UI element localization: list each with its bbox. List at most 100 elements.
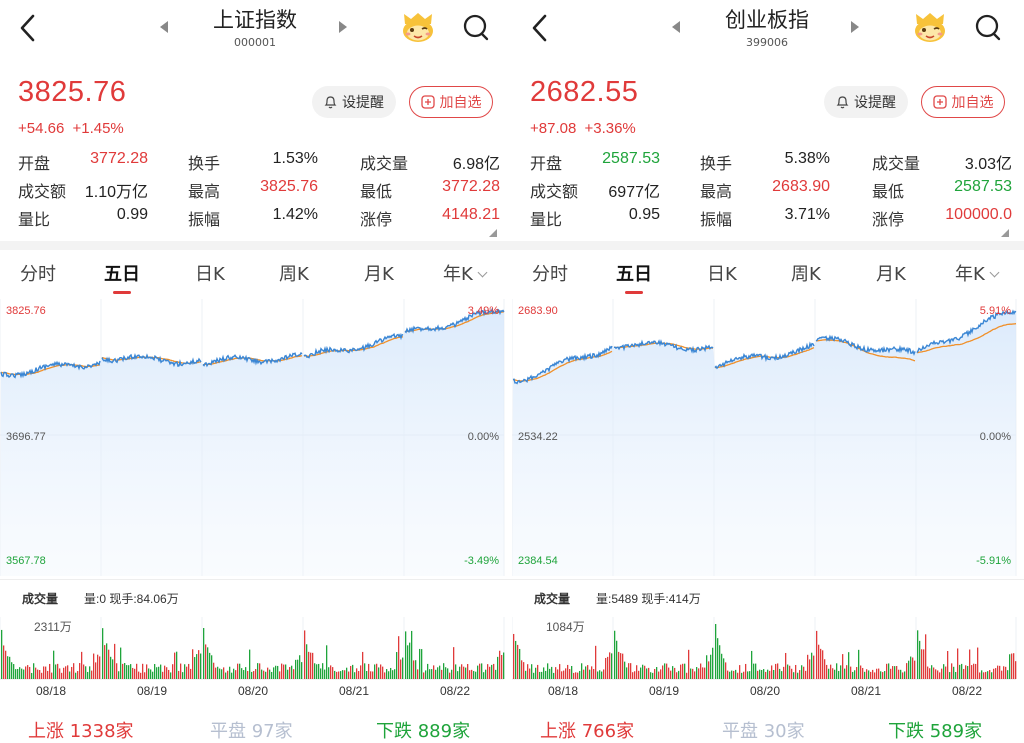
volume-bar (485, 669, 487, 679)
back-arrow-icon[interactable] (526, 10, 556, 46)
add-watchlist-button[interactable]: 加自选 (921, 86, 1005, 118)
mascot-icon[interactable] (400, 10, 436, 44)
x-axis-date-label: 08/19 (137, 684, 167, 698)
volume-bar (517, 644, 519, 679)
add-watchlist-button[interactable]: 加自选 (409, 86, 493, 118)
set-alert-button[interactable]: 设提醒 (824, 86, 908, 118)
volume-bar (706, 655, 708, 679)
volume-bar (906, 663, 908, 679)
volume-bar (975, 663, 977, 679)
tab-0[interactable]: 分时 (20, 260, 56, 286)
active-tab-indicator (625, 291, 643, 294)
volume-bar (983, 672, 985, 679)
volume-bar (31, 672, 33, 679)
volume-chart[interactable]: 1084万 08/18 08/19 08/20 08/21 08/22 (512, 613, 1024, 703)
volume-bar (662, 665, 664, 679)
stat-value: 1.10万亿 (84, 184, 148, 201)
decliners[interactable]: 下跌 589家 (888, 717, 982, 743)
volume-bar (320, 668, 322, 679)
volume-bar (289, 667, 291, 679)
volume-bar (611, 653, 613, 679)
tab-1[interactable]: 五日 (104, 260, 140, 294)
volume-bar (443, 663, 445, 679)
volume-bar (25, 666, 27, 679)
advancers[interactable]: 上涨 1338家 (28, 717, 134, 743)
back-arrow-icon[interactable] (14, 10, 44, 46)
volume-bar (531, 664, 533, 679)
five-day-price-chart[interactable]: 3825.76 3696.77 3567.78 3.49% 0.00% -3.49% (0, 294, 512, 579)
tab-4[interactable]: 月K (876, 260, 906, 286)
five-day-price-chart[interactable]: 2683.90 2534.22 2384.54 5.91% 0.00% -5.91% (512, 294, 1024, 579)
stat-label: 换手 (188, 156, 221, 173)
search-icon[interactable] (974, 13, 1002, 43)
volume-bar (541, 671, 543, 679)
volume-bar (233, 668, 235, 679)
x-axis-date-label: 08/18 (36, 684, 66, 698)
volume-bar (120, 647, 122, 679)
next-index-arrow-icon[interactable] (337, 20, 349, 34)
volume-bar (577, 672, 579, 679)
prev-index-arrow-icon[interactable] (670, 20, 682, 34)
volume-bar (682, 663, 684, 679)
volume-bar (441, 669, 443, 679)
volume-bar (965, 665, 967, 679)
search-icon[interactable] (462, 13, 490, 43)
volume-bar (856, 667, 858, 679)
volume-bar (569, 669, 571, 679)
volume-bar (209, 652, 211, 679)
volume-bar (384, 672, 386, 679)
volume-bar (346, 667, 348, 679)
volume-bar (281, 663, 283, 679)
volume-chart[interactable]: 2311万 08/18 08/19 08/20 08/21 08/22 (0, 613, 512, 703)
volume-bar (295, 659, 297, 679)
tab-3[interactable]: 周K (279, 260, 309, 286)
decliners[interactable]: 下跌 889家 (376, 717, 470, 743)
chevron-down-icon[interactable] (989, 267, 1000, 278)
volume-bar (409, 642, 411, 679)
tab-5[interactable]: 年K (955, 260, 1000, 286)
tab-2[interactable]: 日K (195, 260, 225, 286)
volume-bar (987, 671, 989, 679)
volume-bar (316, 664, 318, 679)
volume-bar (108, 649, 110, 679)
expand-corner-icon[interactable] (1001, 229, 1009, 237)
expand-corner-icon[interactable] (489, 229, 497, 237)
tab-2[interactable]: 日K (707, 260, 737, 286)
volume-bar (795, 664, 797, 679)
volume-bar (217, 666, 219, 679)
volume-bar (658, 671, 660, 679)
advancers[interactable]: 上涨 766家 (540, 717, 634, 743)
prev-index-arrow-icon[interactable] (158, 20, 170, 34)
unchanged[interactable]: 平盘 97家 (210, 717, 293, 743)
set-alert-button[interactable]: 设提醒 (312, 86, 396, 118)
volume-bar (723, 658, 725, 679)
volume-bar (461, 664, 463, 679)
index-code: 000001 (234, 36, 276, 49)
volume-bar (545, 670, 547, 679)
volume-bar (447, 668, 449, 679)
volume-bar (779, 668, 781, 679)
tab-3[interactable]: 周K (791, 260, 821, 286)
mascot-icon[interactable] (912, 10, 948, 44)
volume-bar (555, 667, 557, 679)
section-divider (0, 241, 512, 250)
next-index-arrow-icon[interactable] (849, 20, 861, 34)
stat-value: 0.99 (116, 206, 148, 223)
tab-0[interactable]: 分时 (532, 260, 568, 286)
volume-bar (215, 667, 217, 679)
tab-4[interactable]: 月K (364, 260, 394, 286)
volume-bar (791, 668, 793, 679)
volume-bar (235, 670, 237, 679)
chevron-down-icon[interactable] (477, 267, 488, 278)
volume-bar (579, 670, 581, 679)
unchanged[interactable]: 平盘 30家 (722, 717, 805, 743)
x-axis-date-label: 08/22 (440, 684, 470, 698)
volume-bar (400, 659, 402, 679)
volume-bar (700, 663, 702, 679)
volume-bar (589, 669, 591, 679)
volume-bar (310, 652, 312, 679)
tab-5[interactable]: 年K (443, 260, 488, 286)
volume-bar (882, 672, 884, 679)
tab-1[interactable]: 五日 (616, 260, 652, 294)
x-axis-date-label: 08/21 (339, 684, 369, 698)
